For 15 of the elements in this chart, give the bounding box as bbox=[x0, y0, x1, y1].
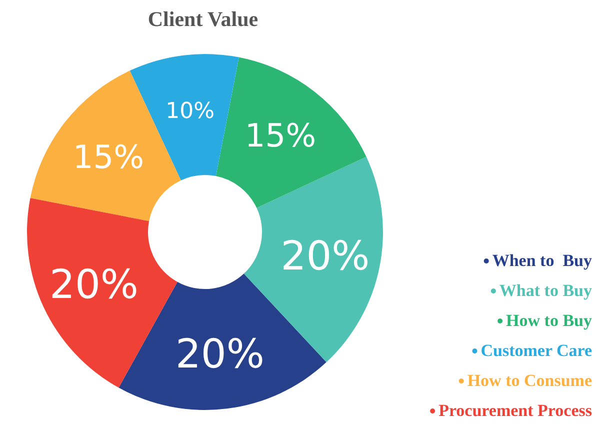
data-label: 20% bbox=[50, 262, 138, 308]
donut-slice bbox=[216, 57, 366, 208]
legend-label: How to Consume bbox=[467, 371, 592, 390]
legend-label: When to Buy bbox=[492, 251, 592, 270]
legend-label: How to Buy bbox=[506, 311, 592, 330]
data-label: 20% bbox=[175, 332, 264, 378]
data-label: 15% bbox=[72, 138, 144, 176]
legend-label: Customer Care bbox=[480, 341, 592, 360]
chart-title: Client Value bbox=[148, 7, 258, 31]
legend-label: What to Buy bbox=[499, 281, 592, 300]
donut-slice bbox=[27, 198, 178, 388]
data-label: 15% bbox=[244, 116, 316, 155]
legend-label: Procurement Process bbox=[438, 401, 592, 420]
data-label: 20% bbox=[280, 233, 370, 280]
data-label: 10% bbox=[166, 99, 215, 124]
